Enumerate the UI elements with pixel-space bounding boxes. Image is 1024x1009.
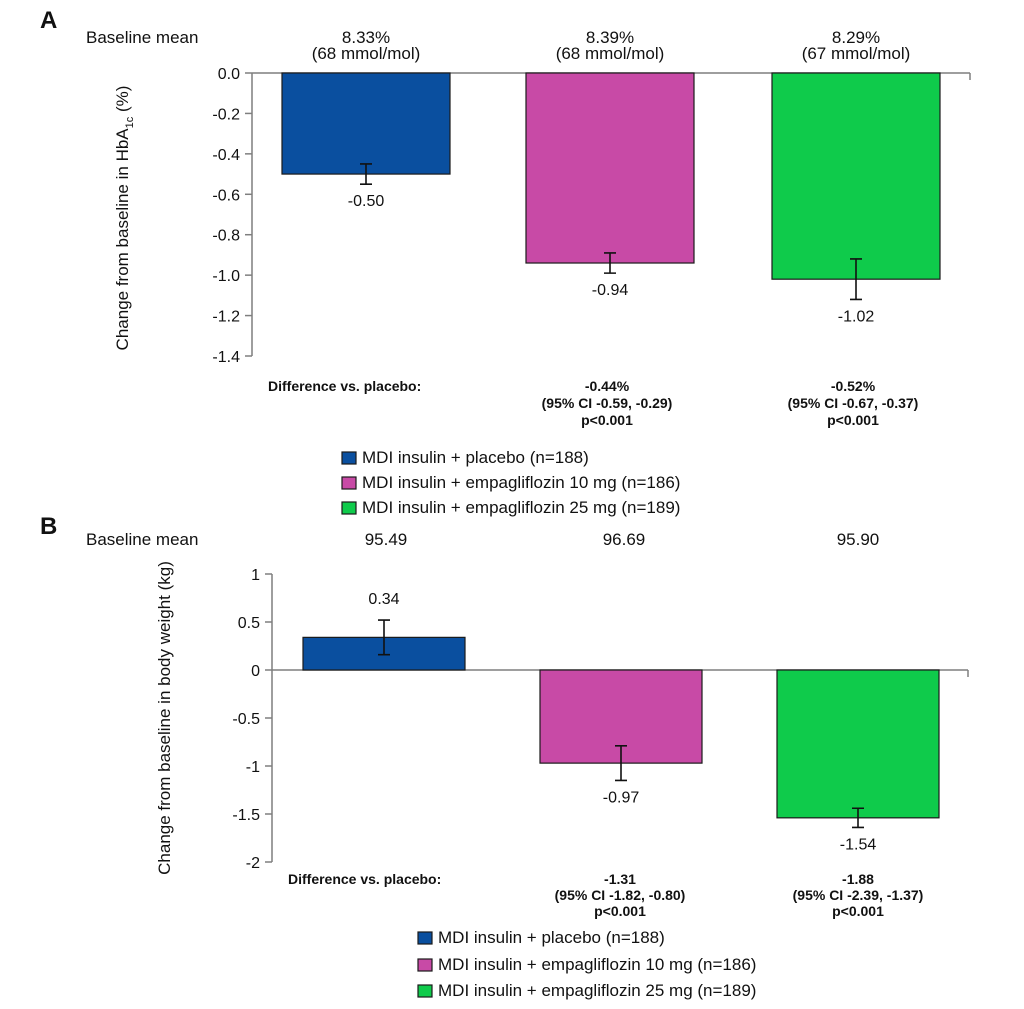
panel-b-baseline-label: Baseline mean — [86, 530, 198, 549]
panel-b-bar-empa25 — [776, 669, 940, 819]
panel-a-legend-swatch-empa25 — [341, 501, 357, 515]
panel-b-legend-placebo: MDI insulin + placebo (n=188) — [438, 928, 665, 947]
panel-a-y-axis-label: Change from baseline in HbA1c (%) — [113, 86, 136, 351]
y-tick-label: -0.2 — [212, 106, 240, 123]
panel-b-legend-empa25: MDI insulin + empagliflozin 25 mg (n=189… — [438, 981, 756, 1000]
panel-a-legend: MDI insulin + placebo (n=188) MDI insuli… — [341, 448, 680, 517]
panel-a-bar-empa10 — [525, 72, 695, 264]
panel-a-baseline-2-line1: 8.39% — [586, 28, 634, 47]
panel-a-legend-swatch-placebo — [341, 451, 357, 465]
y-tick-label: 0.5 — [238, 615, 260, 632]
panel-b-errorbar-empa10 — [615, 745, 627, 782]
panel-b-data-label-empa25: -1.54 — [840, 836, 877, 853]
panel-a-y-ticks: 0.0 -0.2 -0.4 -0.6 -0.8 -1.0 -1.2 -1.4 — [212, 66, 252, 366]
y-tick-label: -2 — [246, 855, 260, 872]
panel-a-data-label-placebo: -0.50 — [348, 193, 385, 210]
panel-b-legend-empa10: MDI insulin + empagliflozin 10 mg (n=186… — [438, 955, 756, 974]
y-tick-label: -0.5 — [232, 711, 260, 728]
panel-b-legend-swatch-empa25 — [417, 984, 433, 998]
panel-b-letter: B — [40, 513, 57, 540]
panel-a-letter: A — [40, 7, 57, 34]
panel-a-diff-1-ci: (95% CI -0.59, -0.29) — [542, 395, 673, 411]
panel-a-errorbar-empa10 — [604, 252, 616, 274]
panel-b-y-ticks: 1 0.5 0 -0.5 -1 -1.5 -2 — [232, 567, 272, 872]
panel-b: B Baseline mean 95.49 96.69 95.90 Change… — [40, 513, 969, 1000]
panel-b-diff-1-p: p<0.001 — [594, 903, 646, 919]
y-tick-label: 0.0 — [218, 66, 240, 83]
panel-b-diff-2-ci: (95% CI -2.39, -1.37) — [793, 887, 924, 903]
panel-b-baseline-2: 96.69 — [603, 530, 646, 549]
y-tick-label: -0.8 — [212, 228, 240, 245]
panel-a-diff-2-p: p<0.001 — [827, 412, 879, 428]
panel-b-y-axis-label: Change from baseline in body weight (kg) — [155, 561, 174, 875]
panel-a-bar-empa25 — [771, 72, 941, 280]
panel-a-baseline-1-line2: (68 mmol/mol) — [312, 44, 421, 63]
panel-a-legend-placebo: MDI insulin + placebo (n=188) — [362, 448, 589, 467]
panel-b-difference-label: Difference vs. placebo: — [288, 871, 441, 887]
panel-b-diff-1-value: -1.31 — [604, 871, 636, 887]
panel-b-legend-swatch-empa10 — [417, 958, 433, 972]
y-tick-label: -1.2 — [212, 309, 240, 326]
panel-b-errorbar-empa25 — [852, 807, 864, 829]
panel-a-diff-2-ci: (95% CI -0.67, -0.37) — [788, 395, 919, 411]
panel-a-data-label-empa25: -1.02 — [838, 308, 875, 325]
panel-a-diff-1-value: -0.44% — [585, 378, 630, 394]
panel-a-baseline-2-line2: (68 mmol/mol) — [556, 44, 665, 63]
panel-a-difference-label: Difference vs. placebo: — [268, 378, 421, 394]
panel-b-diff-2-value: -1.88 — [842, 871, 874, 887]
panel-b-diff-2-p: p<0.001 — [832, 903, 884, 919]
panel-a-bar-placebo — [281, 72, 451, 175]
panel-b-data-label-placebo: 0.34 — [368, 591, 399, 608]
panel-b-baseline-1: 95.49 — [365, 530, 408, 549]
panel-a-baseline-3-line1: 8.29% — [832, 28, 880, 47]
panel-a-baseline-1-line1: 8.33% — [342, 28, 390, 47]
panel-a-baseline-label: Baseline mean — [86, 28, 198, 47]
panel-a-data-label-empa10: -0.94 — [592, 282, 629, 299]
y-tick-label: -0.6 — [212, 187, 240, 204]
y-tick-label: -1.5 — [232, 807, 260, 824]
y-tick-label: -1.0 — [212, 268, 240, 285]
panel-b-legend: MDI insulin + placebo (n=188) MDI insuli… — [417, 928, 756, 1000]
panel-b-data-label-empa10: -0.97 — [603, 789, 640, 806]
panel-a-errorbar-placebo — [360, 163, 372, 185]
panel-a-diff-1-p: p<0.001 — [581, 412, 633, 428]
y-tick-label: 1 — [251, 567, 260, 584]
panel-a-diff-2-value: -0.52% — [831, 378, 876, 394]
panel-b-diff-1-ci: (95% CI -1.82, -0.80) — [555, 887, 686, 903]
panel-b-baseline-3: 95.90 — [837, 530, 880, 549]
panel-a: A Baseline mean 8.33% (68 mmol/mol) 8.39… — [40, 7, 971, 517]
y-tick-label: 0 — [251, 663, 260, 680]
panel-a-baseline-3-line2: (67 mmol/mol) — [802, 44, 911, 63]
y-tick-label: -0.4 — [212, 147, 240, 164]
panel-b-errorbar-placebo — [378, 619, 390, 656]
panel-a-errorbar-empa25 — [850, 258, 862, 301]
panel-b-legend-swatch-placebo — [417, 931, 433, 945]
panel-a-legend-empa10: MDI insulin + empagliflozin 10 mg (n=186… — [362, 473, 680, 492]
panel-a-legend-swatch-empa10 — [341, 476, 357, 490]
y-tick-label: -1.4 — [212, 349, 240, 366]
panel-a-legend-empa25: MDI insulin + empagliflozin 25 mg (n=189… — [362, 498, 680, 517]
y-tick-label: -1 — [246, 759, 260, 776]
